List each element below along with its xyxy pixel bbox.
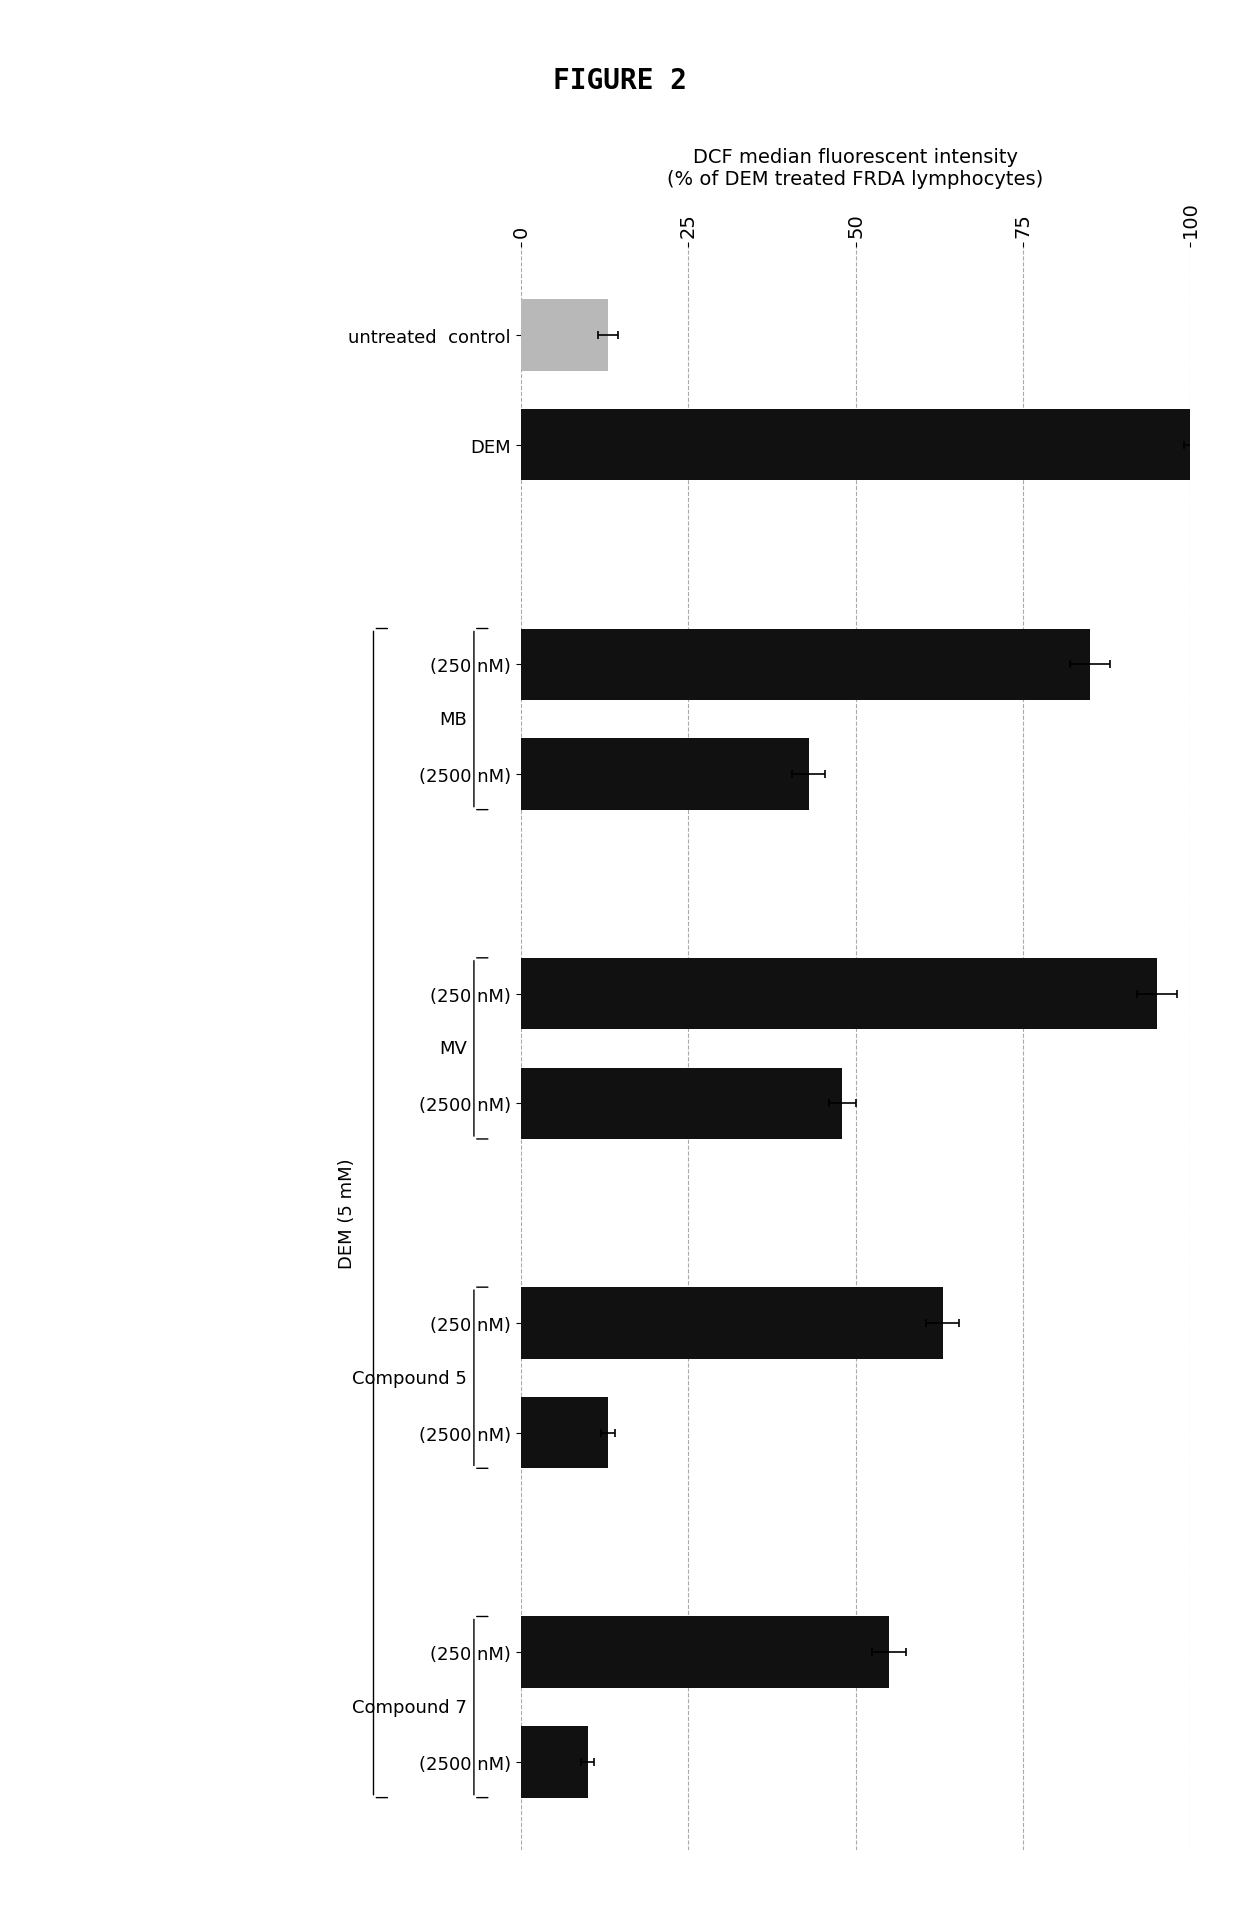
Bar: [521, 1617, 889, 1688]
Text: DEM (5 mM): DEM (5 mM): [337, 1158, 356, 1268]
Text: MB: MB: [439, 711, 467, 728]
Text: Compound 5: Compound 5: [352, 1369, 467, 1386]
Bar: [521, 738, 808, 810]
Bar: [521, 299, 608, 372]
Bar: [521, 1068, 842, 1138]
Bar: [521, 1287, 942, 1360]
X-axis label: DCF median fluorescent intensity
(% of DEM treated FRDA lymphocytes): DCF median fluorescent intensity (% of D…: [667, 147, 1044, 189]
Bar: [521, 410, 1190, 481]
Text: FIGURE 2: FIGURE 2: [553, 67, 687, 95]
Bar: [521, 959, 1157, 1030]
Text: Compound 7: Compound 7: [352, 1697, 467, 1716]
Text: MV: MV: [439, 1039, 467, 1058]
Bar: [521, 629, 1090, 700]
Bar: [521, 1398, 608, 1468]
Bar: [521, 1726, 588, 1798]
